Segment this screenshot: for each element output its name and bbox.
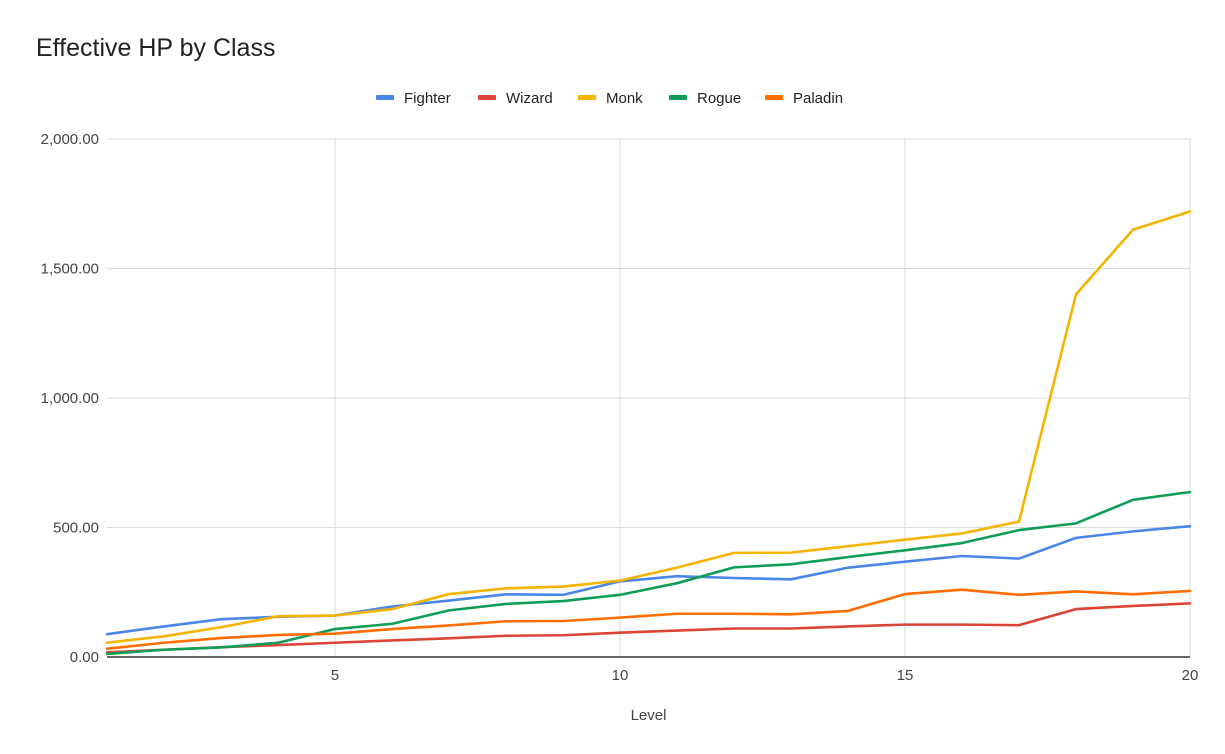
- legend-item-paladin: Paladin: [765, 90, 843, 107]
- y-tick-label: 1,500.00: [41, 261, 99, 278]
- legend-item-wizard: Wizard: [478, 90, 553, 107]
- y-tick-label: 2,000.00: [41, 131, 99, 148]
- legend-swatch: [669, 95, 687, 100]
- chart-title: Effective HP by Class: [36, 34, 276, 62]
- y-tick-label: 0.00: [70, 649, 99, 666]
- legend-swatch: [376, 95, 394, 100]
- x-tick-label: 15: [897, 667, 914, 684]
- x-tick-label: 20: [1182, 667, 1199, 684]
- legend-label: Rogue: [697, 90, 741, 107]
- gridlines: [107, 138, 1191, 657]
- legend: Fighter Wizard Monk Rogue Paladin: [376, 90, 843, 107]
- x-axis-ticks: 5 10 15 20: [331, 667, 1199, 684]
- legend-label: Wizard: [506, 90, 553, 107]
- y-axis-ticks: 0.00 500.00 1,000.00 1,500.00 2,000.00: [41, 131, 99, 666]
- series-line-paladin: [105, 588, 1192, 651]
- legend-swatch: [578, 95, 596, 100]
- legend-swatch: [478, 95, 496, 100]
- legend-swatch: [765, 95, 783, 100]
- legend-item-fighter: Fighter: [376, 90, 451, 107]
- series-line-rogue: [105, 490, 1192, 656]
- y-tick-label: 500.00: [53, 520, 99, 537]
- x-axis-label: Level: [631, 707, 667, 724]
- x-tick-label: 5: [331, 667, 339, 684]
- series-line-wizard: [105, 602, 1192, 654]
- legend-item-monk: Monk: [578, 90, 643, 107]
- legend-label: Monk: [606, 90, 643, 107]
- series-line-monk: [105, 210, 1192, 645]
- x-tick-label: 10: [612, 667, 629, 684]
- legend-label: Fighter: [404, 90, 451, 107]
- legend-label: Paladin: [793, 90, 843, 107]
- series-lines: [105, 210, 1192, 656]
- y-tick-label: 1,000.00: [41, 390, 99, 407]
- legend-item-rogue: Rogue: [669, 90, 741, 107]
